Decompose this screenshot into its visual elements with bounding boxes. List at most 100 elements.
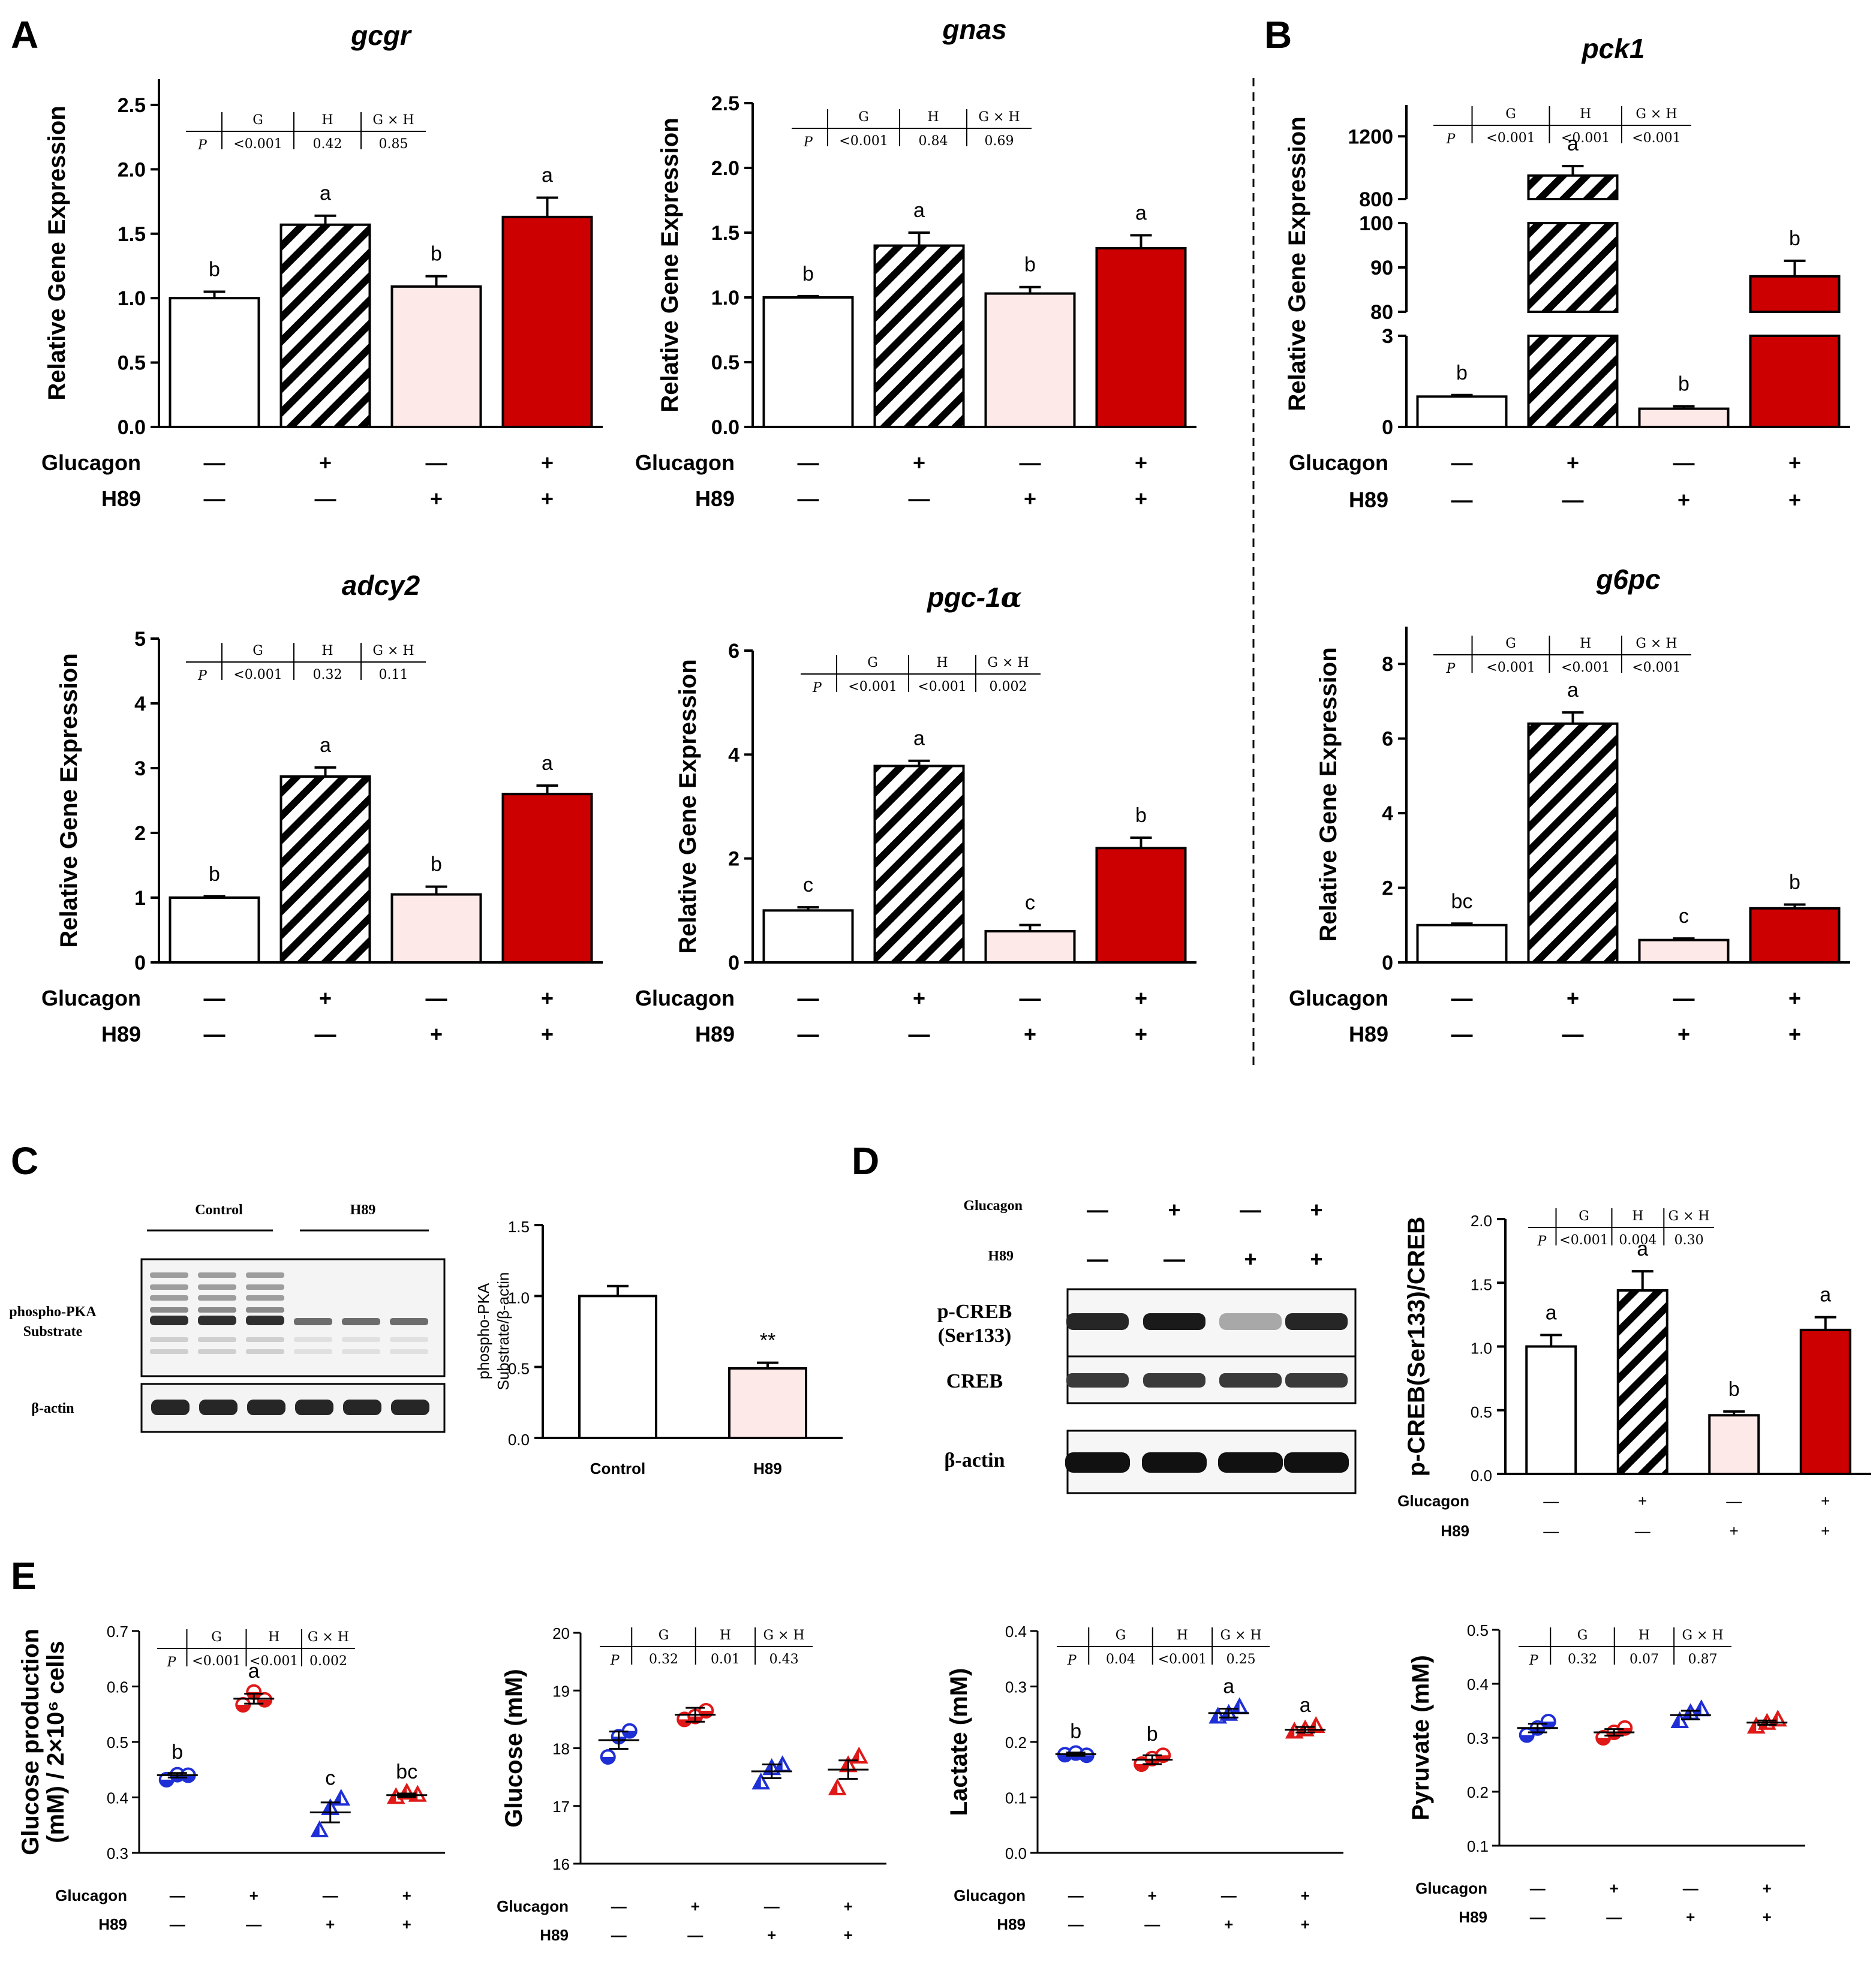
significance-letter: b — [1024, 254, 1036, 276]
panel-label-e: E — [11, 1554, 37, 1597]
y-tick-label: 2.0 — [118, 158, 146, 181]
significance-letter: b — [431, 853, 442, 876]
h89-sign: — — [687, 1926, 703, 1944]
h89-sign: — — [909, 486, 930, 511]
y-tick-label: 6 — [1382, 728, 1393, 751]
glucagon-sign: + — [1135, 450, 1147, 475]
chart-title: gnas — [942, 14, 1006, 45]
bar — [1616, 1289, 1668, 1475]
significance-letter: a — [542, 164, 553, 187]
h89-row-label: H89 — [101, 1022, 141, 1046]
ptable-header: G — [1116, 1628, 1126, 1643]
bar — [728, 1367, 807, 1440]
glucagon-sign: + — [1148, 1886, 1157, 1904]
y-tick-label: 1200 — [1348, 125, 1393, 148]
y-tick-label: 2.0 — [711, 157, 739, 180]
ptable-header: H — [1639, 1628, 1650, 1643]
y-tick-label: 2.0 — [1471, 1212, 1492, 1230]
glucagon-row-label: Glucagon — [41, 986, 141, 1010]
blot-frame — [140, 1258, 446, 1377]
h89-sign: + — [1024, 1022, 1036, 1046]
h89-row-label: H89 — [101, 486, 141, 511]
blot-band — [343, 1400, 381, 1415]
ptable-header: H — [1632, 1209, 1643, 1224]
ptable-p-label: P — [197, 669, 208, 684]
h89-sign: + — [844, 1926, 853, 1944]
h89-sign: + — [1224, 1915, 1233, 1933]
y-tick-label: 0.0 — [1471, 1467, 1492, 1485]
blot-band-creb — [1219, 1373, 1282, 1388]
ptable-value: <0.001 — [1632, 660, 1680, 675]
blot-band — [342, 1337, 380, 1342]
blot-band — [390, 1337, 428, 1342]
chart-title: pck1 — [1581, 33, 1645, 64]
data-point-fill — [852, 1749, 859, 1762]
bar-segment — [1749, 275, 1841, 313]
significance-letter: c — [325, 1767, 335, 1789]
glucagon-sign: + — [691, 1897, 700, 1915]
blot-band — [198, 1272, 236, 1278]
glucagon-row-label: Glucagon — [635, 450, 735, 475]
chart-pgc1a: 0 2 4 6 c a c b Relative Gene Expression pgc-1α G <… — [635, 581, 1196, 1046]
data-point-fill — [1672, 1714, 1680, 1727]
significance-letter: b — [1728, 1378, 1740, 1401]
blot-band-actin — [1142, 1452, 1207, 1473]
chart-gcgr: 0.0 0.5 1.0 1.5 2.0 2.5 b a b a Relative Gene Expr… — [41, 20, 603, 511]
blot-band — [198, 1307, 236, 1313]
y-tick-label: 18 — [552, 1740, 570, 1758]
glucagon-sign: + — [402, 1886, 411, 1904]
y-tick-label: 0.6 — [107, 1678, 128, 1696]
ptable-value: <0.001 — [1561, 660, 1610, 675]
ptable-header: H — [321, 113, 333, 128]
bar-segment — [1527, 174, 1619, 200]
glucagon-sign: — — [204, 986, 226, 1010]
bar — [1095, 847, 1187, 964]
h89-sign: + — [1244, 1247, 1256, 1271]
y-tick-label: 0.2 — [1467, 1783, 1489, 1801]
group-label-control: Control — [195, 1202, 243, 1218]
blot-band — [198, 1284, 236, 1290]
ptable-value: 0.32 — [1568, 1652, 1597, 1667]
y-tick-label: 20 — [552, 1624, 570, 1642]
blot-band — [342, 1318, 380, 1325]
ptable-p-label: P — [167, 1655, 177, 1670]
blot-row-label: β-actin — [944, 1449, 1005, 1472]
y-tick-label: 0.4 — [1005, 1623, 1027, 1641]
ptable-header: H — [1177, 1628, 1188, 1643]
chart-title: g6pc — [1595, 564, 1660, 595]
y-axis-label: Pyruvate (mM) — [1408, 1655, 1434, 1820]
h89-sign: — — [204, 486, 226, 511]
h89-sign: — — [1451, 1022, 1473, 1046]
y-tick-label: 800 — [1359, 188, 1393, 211]
y-tick-label: 8 — [1382, 653, 1393, 676]
y-tick-label: 0.5 — [1471, 1403, 1492, 1421]
ptable-header: G — [1505, 636, 1516, 651]
glucagon-sign: + — [1135, 986, 1147, 1010]
chart-title: gcgr — [350, 20, 412, 51]
h89-sign: — — [1530, 1908, 1546, 1926]
data-point-fill — [323, 1801, 330, 1814]
glucagon-sign: — — [764, 1897, 780, 1915]
bar — [762, 296, 854, 428]
h89-sign: — — [1635, 1522, 1650, 1540]
glucagon-sign: + — [1788, 450, 1801, 475]
bar — [762, 909, 854, 964]
h89-row-label: H89 — [98, 1915, 127, 1933]
ptable-value: 0.85 — [379, 137, 408, 152]
ptable-header: H — [1580, 107, 1591, 122]
h89-row-label: H89 — [1459, 1908, 1487, 1926]
blot-band-pcreb — [1285, 1313, 1348, 1330]
y-tick-label: 0.2 — [1005, 1734, 1027, 1752]
y-tick-label: 0.4 — [1467, 1675, 1489, 1693]
y-tick-label: 2 — [1382, 877, 1393, 900]
y-tick-label: 0.3 — [1005, 1678, 1027, 1696]
ptable-value: <0.001 — [249, 1654, 298, 1669]
y-tick-label: 1.0 — [508, 1289, 530, 1307]
chart-title-main: pgc-1 — [926, 582, 1001, 613]
data-point-fill — [1135, 1764, 1149, 1771]
h89-sign: + — [767, 1926, 776, 1944]
blot-band — [199, 1400, 237, 1415]
h89-row-label: H89 — [695, 486, 735, 511]
h89-row-label: H89 — [988, 1248, 1014, 1264]
data-point-fill — [1080, 1755, 1093, 1762]
